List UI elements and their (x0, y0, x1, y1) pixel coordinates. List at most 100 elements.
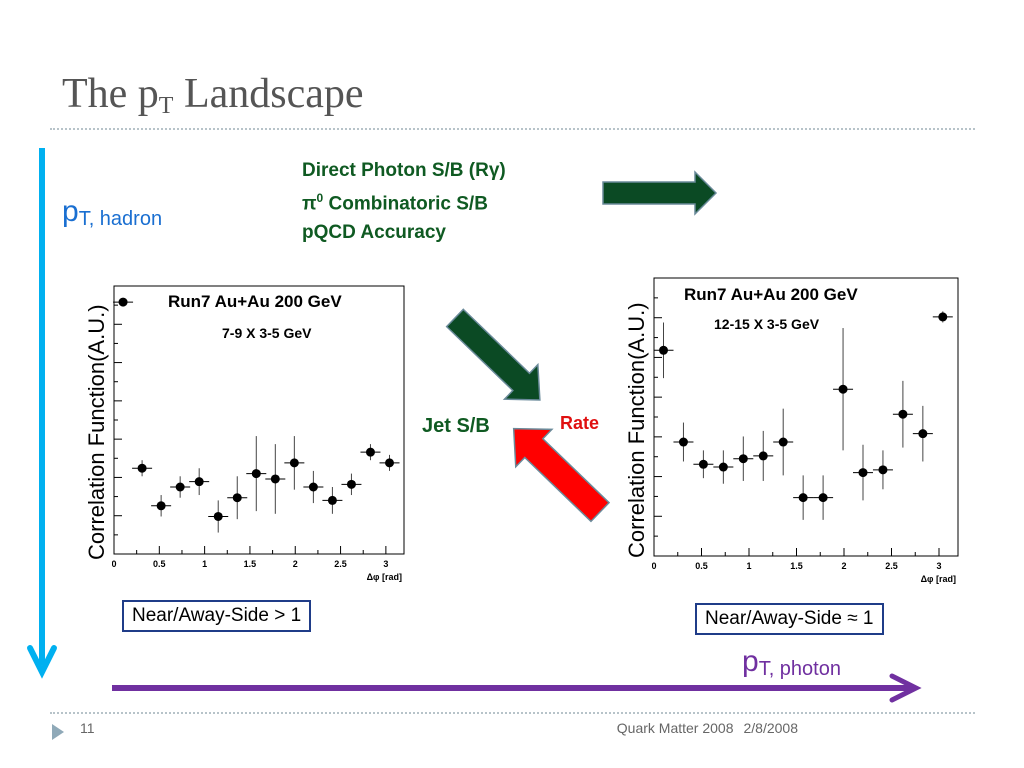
data-point (892, 380, 913, 448)
pt-hadron-main: p (62, 195, 79, 228)
pt-photon-main: p (742, 645, 759, 678)
data-point (151, 495, 172, 517)
left-plot-subtitle: 7-9 X 3-5 GeV (222, 325, 312, 341)
data-point (303, 470, 324, 504)
data-marker (118, 297, 128, 307)
data-marker (289, 458, 299, 468)
data-point (265, 444, 286, 514)
top-divider (50, 128, 975, 130)
data-point (872, 450, 893, 490)
data-marker (659, 345, 668, 355)
data-marker (718, 462, 728, 472)
pt-photon-axis-arrow (112, 673, 922, 703)
red-diagonal-arrow (512, 427, 611, 523)
pi0-superscript: 0 (316, 191, 324, 205)
data-point (379, 454, 400, 471)
near-away-right-box: Near/Away-Side ≈ 1 (695, 603, 884, 635)
pt-photon-label: pT, photon (742, 645, 841, 681)
green-diagonal-arrow (445, 308, 541, 401)
data-marker (175, 482, 185, 492)
footer-info: Quark Matter 2008 2/8/2008 (617, 720, 798, 736)
data-marker (308, 482, 318, 492)
x-axis-label: Δφ [rad] (921, 574, 956, 584)
data-point (673, 422, 694, 462)
data-marker (838, 384, 848, 394)
footer-date: 2/8/2008 (743, 720, 799, 736)
data-marker (738, 454, 748, 464)
data-point (813, 475, 834, 520)
near-away-left-box: Near/Away-Side > 1 (122, 600, 312, 632)
data-point (322, 487, 343, 514)
data-point (753, 430, 774, 481)
jet-sb-label: Jet S/B (422, 415, 490, 437)
right-plot-ylabel: Correlation Function(A.U.) (624, 302, 649, 558)
page-title: The pT Landscape (62, 70, 364, 120)
data-point (713, 450, 734, 484)
data-point (360, 444, 381, 461)
data-point (912, 405, 933, 462)
data-point (170, 476, 191, 498)
data-marker (758, 451, 768, 461)
data-point (853, 444, 873, 501)
data-marker (137, 463, 147, 473)
x-tick-label: 3 (383, 559, 388, 569)
data-marker (385, 458, 394, 468)
data-marker (327, 495, 337, 505)
data-marker (798, 493, 808, 503)
data-point (208, 500, 229, 533)
data-marker (678, 437, 688, 447)
data-marker (194, 477, 204, 487)
x-tick-label: 1.5 (790, 561, 803, 571)
data-point (113, 297, 134, 307)
pt-photon-sub: T, photon (758, 658, 841, 680)
footer-event: Quark Matter 2008 (616, 720, 734, 736)
data-marker (346, 479, 356, 489)
x-tick-label: 2 (293, 559, 298, 569)
data-point (341, 473, 362, 496)
data-marker (818, 493, 828, 503)
x-tick-label: 0 (652, 561, 657, 571)
x-tick-label: 0.5 (695, 561, 708, 571)
x-tick-label: 2 (841, 561, 846, 571)
right-correlation-plot: 0 0.5 1 1.5 2 2.5 3 Δφ [rad] (652, 274, 964, 588)
x-tick-label: 1 (746, 561, 751, 571)
data-point (653, 322, 674, 379)
x-tick-label: 1 (202, 559, 207, 569)
data-point (793, 475, 814, 520)
title-end: Landscape (173, 71, 364, 117)
title-main: The p (62, 71, 159, 117)
title-subscript: T (158, 93, 174, 119)
x-tick-label: 0 (112, 559, 117, 569)
data-marker (365, 447, 375, 457)
data-point (132, 460, 153, 477)
data-marker (251, 469, 261, 479)
rate-label: Rate (560, 413, 600, 433)
data-marker (878, 465, 888, 475)
right-plot-title: Run7 Au+Au 200 GeV (684, 285, 858, 304)
x-tick-label: 3 (936, 561, 941, 571)
x-axis-label: Δφ [rad] (367, 572, 402, 582)
x-tick-label: 2.5 (334, 559, 347, 569)
data-point (189, 468, 210, 496)
data-marker (918, 429, 928, 439)
data-point (284, 436, 305, 490)
data-point (773, 408, 794, 476)
left-plot-ylabel: Correlation Function(A.U.) (84, 304, 109, 560)
pi0-rest: Combinatoric S/B (323, 193, 488, 215)
pi0-combinatoric-label: π0 Combinatoric S/B (302, 191, 488, 215)
data-marker (698, 459, 708, 469)
data-marker (898, 409, 908, 419)
data-point (733, 436, 754, 481)
data-marker (270, 474, 280, 484)
left-plot-title: Run7 Au+Au 200 GeV (168, 292, 342, 311)
bullet-triangle-icon (52, 724, 64, 740)
pqcd-accuracy-label: pQCD Accuracy (302, 222, 446, 243)
data-marker (232, 493, 242, 503)
data-point (246, 436, 267, 512)
x-tick-label: 1.5 (244, 559, 257, 569)
data-point (932, 311, 953, 323)
data-marker (858, 468, 868, 478)
data-marker (938, 312, 948, 322)
pt-hadron-sub: T, hadron (78, 208, 163, 230)
